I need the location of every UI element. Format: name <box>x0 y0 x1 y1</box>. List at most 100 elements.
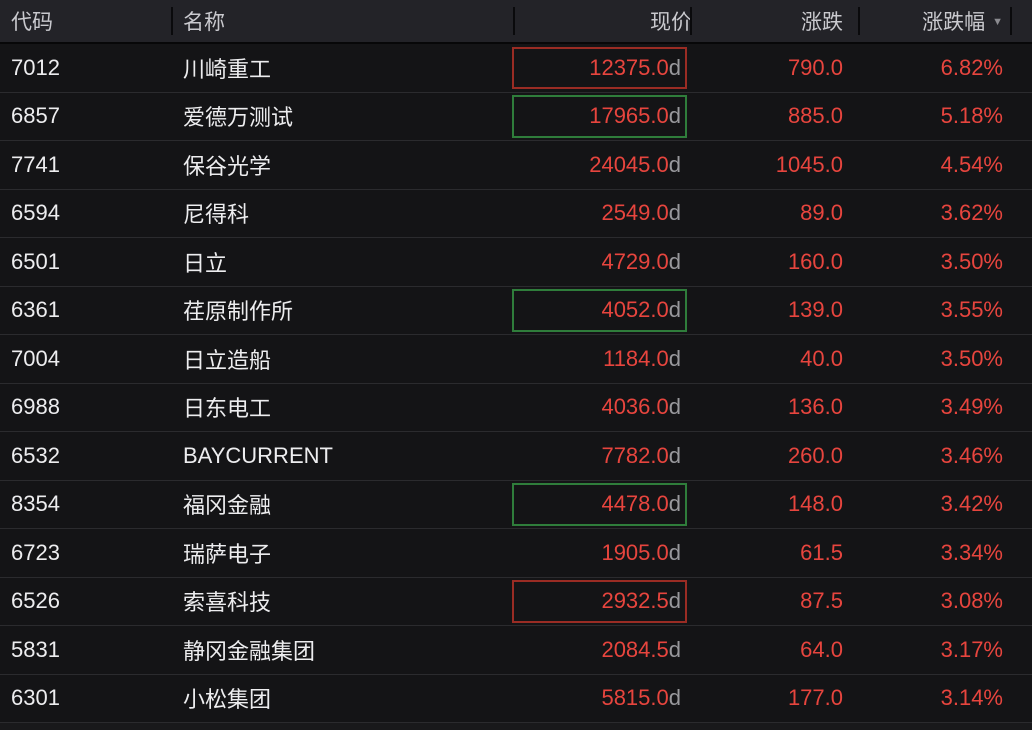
stock-price: 1905.0 <box>601 539 669 565</box>
stock-name: 荏原制作所 <box>183 299 294 325</box>
stock-price-cell: 2084.5 d <box>515 626 692 674</box>
stock-change: 790.0 <box>787 54 843 80</box>
stock-change-pct: 5.18% <box>940 103 1003 129</box>
stock-change-pct: 3.17% <box>940 636 1003 662</box>
stock-code: 6594 <box>11 200 60 226</box>
stock-price-cell: 1905.0 d <box>515 529 692 577</box>
stock-change-pct: 3.34% <box>940 539 1003 565</box>
price-suffix: d <box>668 588 681 614</box>
stock-change: 260.0 <box>787 442 843 468</box>
price-suffix: d <box>668 103 681 129</box>
price-highlight-box: 2932.5 d <box>512 580 687 623</box>
stock-change-pct: 3.50% <box>940 345 1003 371</box>
price-suffix: d <box>668 491 681 517</box>
table-row[interactable]: 8354 福冈金融 4478.0 d 148.0 3.42% <box>0 481 1032 529</box>
stock-change-pct: 3.42% <box>940 491 1003 517</box>
stock-price: 24045.0 <box>589 151 669 177</box>
table-row[interactable]: 5831 静冈金融集团 2084.5 d 64.0 3.17% <box>0 626 1032 675</box>
header-change-pct[interactable]: 涨跌幅 ▼ <box>860 0 1012 42</box>
stock-change-pct: 3.50% <box>940 248 1003 274</box>
stock-price-cell: 1184.0 d <box>515 335 692 383</box>
stock-change: 87.5 <box>800 588 843 614</box>
stock-price-cell: 4052.0 d <box>512 287 692 335</box>
stock-name: 索喜科技 <box>183 590 272 616</box>
price-highlight-box: 4036.0 d <box>512 386 687 429</box>
stock-change-pct: 3.49% <box>940 394 1003 420</box>
price-suffix: d <box>668 200 681 226</box>
stock-price-cell: 2932.5 d <box>512 578 692 626</box>
stock-price: 5815.0 <box>601 685 669 711</box>
table-row[interactable]: 6301 小松集团 5815.0 d 177.0 3.14% <box>0 675 1032 723</box>
stock-price: 7782.0 <box>601 442 669 468</box>
stock-price: 2084.5 <box>601 636 669 662</box>
stock-name: 爱德万测试 <box>183 105 294 131</box>
price-highlight-box: 5815.0 d <box>512 677 687 720</box>
stock-price: 2932.5 <box>601 588 669 614</box>
stock-change: 136.0 <box>787 394 843 420</box>
stock-price-cell: 17965.0 d <box>512 93 692 141</box>
stock-code: 7012 <box>11 54 60 80</box>
table-row[interactable]: 6723 瑞萨电子 1905.0 d 61.5 3.34% <box>0 529 1032 578</box>
stock-change-pct: 3.08% <box>940 588 1003 614</box>
stock-name: 福冈金融 <box>183 493 272 519</box>
price-suffix: d <box>668 685 681 711</box>
table-row[interactable]: 7741 保谷光学 24045.0 d 1045.0 4.54% <box>0 141 1032 190</box>
price-suffix: d <box>668 442 681 468</box>
stock-name: 日东电工 <box>183 396 272 422</box>
stock-code: 6988 <box>11 394 60 420</box>
stock-price-cell: 24045.0 d <box>515 141 692 189</box>
table-row[interactable]: 7004 日立造船 1184.0 d 40.0 3.50% <box>0 335 1032 384</box>
stock-change-pct: 3.62% <box>940 200 1003 226</box>
stock-price: 4478.0 <box>601 491 669 517</box>
stock-code: 7004 <box>11 345 60 371</box>
stock-change-pct: 3.55% <box>940 297 1003 323</box>
stock-price: 4729.0 <box>601 248 669 274</box>
price-suffix: d <box>668 636 681 662</box>
header-name[interactable]: 名称 <box>173 0 515 42</box>
price-suffix: d <box>668 394 681 420</box>
table-row[interactable]: 6988 日东电工 4036.0 d 136.0 3.49% <box>0 384 1032 432</box>
stock-code: 6501 <box>11 248 60 274</box>
stock-code: 8354 <box>11 491 60 517</box>
stock-price: 4052.0 <box>601 297 669 323</box>
table-row[interactable]: 7012 川崎重工 12375.0 d 790.0 6.82% <box>0 44 1032 93</box>
stock-price-cell: 5815.0 d <box>515 675 692 723</box>
header-change[interactable]: 涨跌 <box>692 0 860 42</box>
price-suffix: d <box>668 248 681 274</box>
stock-price-cell: 4729.0 d <box>515 238 692 286</box>
stock-change: 139.0 <box>787 297 843 323</box>
stock-name: BAYCURRENT <box>183 442 333 468</box>
table-row[interactable]: 6361 荏原制作所 4052.0 d 139.0 3.55% <box>0 287 1032 335</box>
price-highlight-box: 4478.0 d <box>512 483 687 526</box>
stock-name: 川崎重工 <box>183 56 272 82</box>
table-row[interactable]: 6857 爱德万测试 17965.0 d 885.0 5.18% <box>0 93 1032 141</box>
header-change-pct-label: 涨跌幅 <box>922 11 986 34</box>
stock-price: 1184.0 <box>603 345 669 371</box>
price-highlight-box: 4052.0 d <box>512 289 687 332</box>
table-row[interactable]: 6594 尼得科 2549.0 d 89.0 3.62% <box>0 190 1032 238</box>
stock-name: 日立 <box>183 250 228 276</box>
sort-desc-icon: ▼ <box>992 16 1003 28</box>
stock-change: 177.0 <box>787 685 843 711</box>
table-row[interactable]: 6532 BAYCURRENT 7782.0 d 260.0 3.46% <box>0 432 1032 481</box>
price-highlight-box: 4729.0 d <box>512 241 687 284</box>
price-suffix: d <box>668 297 681 323</box>
price-highlight-box: 17965.0 d <box>512 95 687 138</box>
table-row[interactable]: 6526 索喜科技 2932.5 d 87.5 3.08% <box>0 578 1032 626</box>
table-row[interactable]: 6501 日立 4729.0 d 160.0 3.50% <box>0 238 1032 287</box>
stock-code: 6532 <box>11 442 60 468</box>
price-suffix: d <box>668 54 681 80</box>
stock-code: 6723 <box>11 539 60 565</box>
stock-price-cell: 4036.0 d <box>515 384 692 432</box>
stock-price-cell: 12375.0 d <box>512 44 692 92</box>
stock-change: 160.0 <box>787 248 843 274</box>
stock-price-cell: 4478.0 d <box>512 481 692 529</box>
stock-code: 6301 <box>11 685 60 711</box>
header-price[interactable]: 现价 <box>515 0 692 42</box>
header-code[interactable]: 代码 <box>0 0 173 42</box>
stock-code: 5831 <box>11 636 60 662</box>
price-suffix: d <box>668 539 681 565</box>
table-header: 代码 名称 现价 涨跌 涨跌幅 ▼ <box>0 0 1032 44</box>
stock-change-pct: 3.46% <box>940 442 1003 468</box>
price-highlight-box: 7782.0 d <box>512 435 687 478</box>
